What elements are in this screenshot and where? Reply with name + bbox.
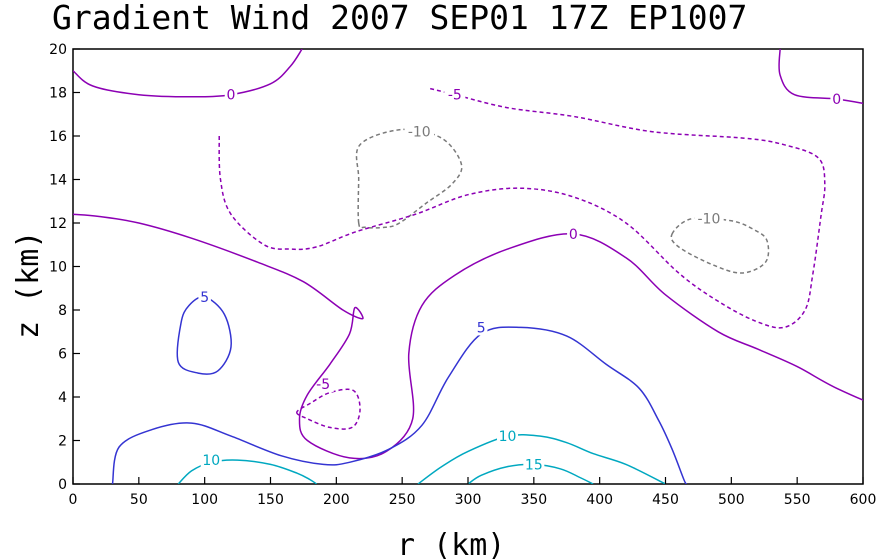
contour-label: 5 — [200, 290, 209, 306]
x-tick-label: 500 — [718, 492, 745, 508]
contour-label-background — [444, 86, 466, 103]
x-tick-label: 350 — [520, 492, 547, 508]
x-tick-label: 450 — [652, 492, 679, 508]
contour-line-level-10 — [177, 459, 318, 484]
contour-label-background — [567, 225, 580, 242]
y-axis-ticks: 0 2 4 6 8 10 12 14 16 18 20 — [49, 42, 80, 493]
y-tick-label: 20 — [49, 42, 67, 58]
contour-label-background — [404, 123, 435, 140]
x-tick-label: 150 — [257, 492, 284, 508]
contour-line-level-0 — [778, 49, 863, 105]
y-tick-label: 0 — [58, 477, 67, 493]
y-tick-label: 8 — [58, 303, 67, 319]
contour-line-level-10 — [417, 433, 666, 484]
chart-title: Gradient Wind 2007 SEP01 17Z EP1007 — [52, 0, 747, 37]
x-tick-label: 550 — [784, 492, 811, 508]
x-tick-label: 300 — [455, 492, 482, 508]
contour-label: 0 — [569, 227, 578, 243]
contour-lines: -10-10-5-5000055101015 — [73, 49, 863, 484]
contour-line-level-neg10 — [355, 128, 463, 229]
y-tick-label: 10 — [49, 260, 67, 276]
contour-label: 10 — [499, 429, 517, 445]
y-tick-label: 4 — [58, 390, 67, 406]
contour-label: -10 — [698, 212, 721, 228]
contour-label: -5 — [316, 377, 330, 393]
contour-line-level-5 — [111, 326, 688, 484]
y-tick-label: 12 — [49, 216, 67, 232]
x-tick-label: 50 — [130, 492, 148, 508]
contour-line-level-0 — [73, 213, 863, 460]
x-tick-label: 400 — [586, 492, 613, 508]
contour-label: 0 — [832, 92, 841, 108]
contour-line-level-5 — [176, 296, 232, 375]
y-tick-label: 18 — [49, 86, 67, 102]
contour-label-background — [497, 428, 518, 445]
contour-label: -10 — [408, 125, 431, 141]
x-tick-label: 250 — [389, 492, 416, 508]
y-tick-label: 6 — [58, 347, 67, 363]
y-tick-label: 16 — [49, 129, 67, 145]
contour-label-background — [474, 319, 488, 336]
contour-label-background — [694, 210, 724, 227]
contour-label-background — [200, 452, 222, 469]
contour-label-background — [224, 86, 238, 103]
x-tick-label: 0 — [69, 492, 78, 508]
x-tick-label: 600 — [850, 492, 877, 508]
x-tick-label: 100 — [191, 492, 218, 508]
contour-label-background — [198, 288, 211, 305]
y-tick-label: 2 — [58, 434, 67, 450]
contour-label-background — [830, 91, 843, 108]
contour-label: 5 — [477, 320, 486, 336]
contour-line-level-neg5 — [218, 87, 826, 329]
y-axis-title: z (km) — [11, 231, 46, 339]
x-axis-title: r (km) — [397, 528, 505, 559]
contour-label: 15 — [525, 457, 543, 473]
contour-line-level-0 — [73, 49, 303, 98]
y-tick-label: 14 — [49, 173, 67, 189]
contour-line-level-neg5 — [296, 388, 361, 430]
x-tick-label: 200 — [323, 492, 350, 508]
contour-label: 0 — [227, 88, 236, 104]
contour-label: -5 — [448, 88, 462, 104]
x-axis-ticks: 0 50 100 150 200 250 300 350 400 450 500 550 600 — [69, 477, 877, 508]
contour-label-background — [523, 456, 545, 473]
contour-label: 10 — [202, 453, 220, 469]
